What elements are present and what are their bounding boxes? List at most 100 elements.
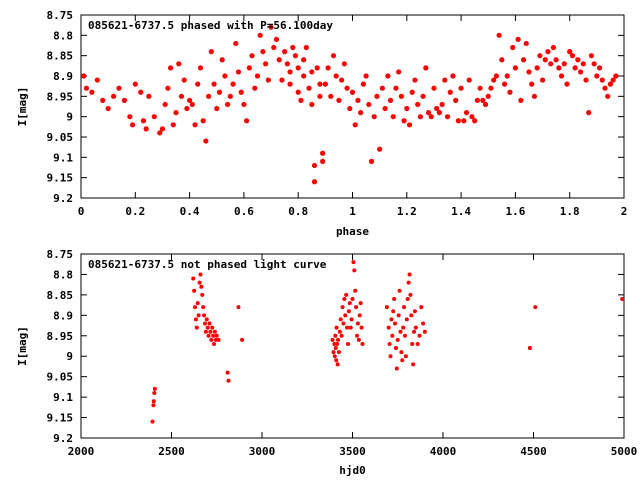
phased-data-point [178,93,185,99]
phased-data-point [461,118,467,124]
unphased-data-point [338,317,343,322]
unphased-data-point [334,325,339,330]
phased-data-point [138,89,144,95]
phased-data-point [216,89,223,95]
unphased-y-tick-label: 9.05 [47,371,74,384]
phased-data-point [284,61,290,67]
unphased-data-point [410,341,415,346]
phased-data-point [442,77,448,83]
unphased-data-point [341,321,346,326]
unphased-data-point [358,301,363,306]
unphased-data-point [206,333,211,338]
phased-data-point [588,53,595,59]
phased-data-point [306,85,312,91]
phased-chart-title: 085621-6737.5 phased with P=56.100day [88,19,333,32]
phased-data-point [493,73,499,79]
phased-data-point [252,85,258,91]
phased-data-point [165,85,171,91]
phased-data-point [320,158,326,164]
unphased-data-point [203,329,208,334]
phased-x-axis-label: phase [336,225,369,238]
phased-data-point [458,85,464,91]
phased-data-point [214,105,220,112]
phased-x-ticks: 0 0.2 0.4 0.6 0.8 1 1.2 1.4 1.6 1.8 2 [78,15,628,218]
unphased-data-point [202,321,207,326]
unphased-data-point [236,305,241,310]
unphased-data-point [384,305,389,310]
phased-data-point [295,89,301,95]
phased-data-point [159,126,166,132]
phased-x-tick-label: 0 [78,205,85,218]
phased-y-axis-label: I[mag] [16,87,29,127]
phased-data-point [140,118,147,124]
unphased-data-point [211,333,216,338]
phased-data-point [276,57,282,63]
phased-data-point [314,65,320,71]
unphased-data-point [335,341,340,346]
unphased-y-tick-label: 8.9 [53,309,73,322]
phased-data-point [553,57,559,63]
phased-data-point [501,81,508,87]
phased-data-point [607,81,614,87]
phased-data-point [268,24,274,30]
unphased-data-point [199,284,204,289]
unphased-light-curve-panel: 8.75 8.8 8.85 8.9 8.95 9 9.05 9.1 9.15 9.2 2000 25… [16,248,637,477]
phased-data-point [211,81,217,87]
phased-data-point [227,93,233,99]
unphased-x-tick-label: 3000 [249,445,276,458]
phased-data-point [564,81,570,87]
phased-data-point [151,114,157,120]
unphased-data-point [406,280,411,285]
unphased-y-tick-label: 8.95 [47,330,74,343]
unphased-data-point [353,288,358,293]
phased-data-point [580,61,586,67]
phased-data-point [336,97,342,103]
phased-data-point [518,97,524,103]
phased-data-point [94,77,100,83]
unphased-data-point [401,325,406,330]
unphased-data-point [151,399,156,404]
unphased-data-point [354,305,359,310]
phased-data-point [330,53,337,59]
phased-data-point [539,77,546,83]
unphased-data-point [349,317,354,322]
phased-data-point [200,118,206,124]
phased-data-point [363,73,369,79]
phased-data-point [512,65,519,71]
phased-data-point [474,97,480,103]
unphased-data-point [333,346,338,351]
unphased-data-point [151,403,156,408]
phased-x-tick-label: 0.2 [125,205,145,218]
unphased-data-point [412,329,417,334]
phased-data-point [241,101,247,108]
unphased-data-point [201,305,206,310]
phased-data-point [127,114,133,120]
phased-data-point [282,49,288,55]
phased-data-point [577,69,584,75]
unphased-data-point [344,292,349,297]
phased-data-point [466,77,472,83]
phased-data-point [309,69,315,75]
phased-data-point [301,73,307,79]
unphased-data-point [360,341,365,346]
unphased-data-point [216,337,221,342]
unphased-data-point [339,333,344,338]
phased-data-point [162,101,168,108]
phased-data-point [385,73,391,79]
phased-data-point [556,65,562,71]
phased-data-point [420,93,426,99]
unphased-data-point [207,321,212,326]
phased-data-point [176,61,182,67]
phased-data-point [382,105,388,112]
phased-x-tick-label: 2 [621,205,628,218]
phased-data-point [206,93,212,99]
phased-data-point [390,114,396,120]
unphased-data-point [196,313,201,318]
phased-data-point [417,114,423,120]
phased-data-point [531,93,538,99]
unphased-data-point [214,333,219,338]
phased-data-point [230,81,236,87]
unphased-x-tick-label: 4500 [520,445,547,458]
unphased-data-point [412,309,417,314]
phased-data-point [89,89,95,95]
